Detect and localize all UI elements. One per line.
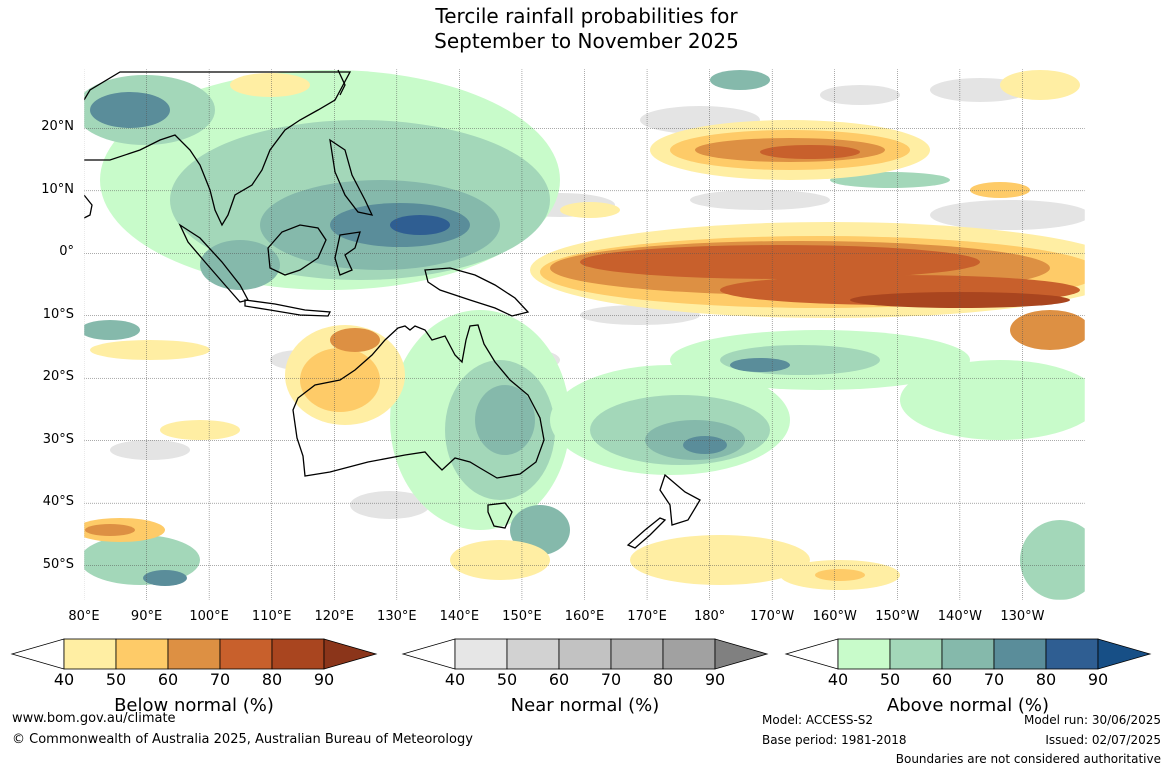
colorbar-segment — [63, 638, 117, 670]
below-normal-areas — [84, 70, 1085, 590]
colorbar-tick-label: 40 — [53, 670, 75, 689]
coastline-asia-mainland — [84, 71, 352, 227]
colorbar-segment — [271, 638, 325, 670]
longitude-tick-label: 100°E — [189, 609, 229, 624]
colorbar-tick-label: 60 — [548, 670, 570, 689]
longitude-tick-label: 150°W — [875, 609, 920, 624]
coastline-philippines — [329, 138, 374, 216]
colorbar-1 — [10, 638, 378, 670]
longitude-tick-label: 150°E — [502, 609, 542, 624]
longitude-tick-label: 90°E — [130, 609, 163, 624]
longitude-tick-label: 160°W — [812, 609, 857, 624]
coastline-tasmania — [487, 502, 513, 529]
colorbar-segment — [662, 638, 716, 670]
colorbar-tick-label: 70 — [209, 670, 231, 689]
coastline-new-zealand-south — [626, 517, 667, 549]
colorbar-tick-label: 90 — [313, 670, 335, 689]
colorbar-segment — [1045, 638, 1099, 670]
colorbar-segment — [219, 638, 273, 670]
longitude-tick-label: 180° — [693, 609, 726, 624]
footer-url[interactable]: www.bom.gov.au/climate — [12, 711, 176, 726]
coastline-sumatra — [178, 223, 249, 303]
colorbar-2 — [401, 638, 769, 670]
map-title: Tercile rainfall probabilities for Septe… — [0, 4, 1173, 54]
colorbar-tick-label: 80 — [652, 670, 674, 689]
longitude-tick-label: 130°E — [377, 609, 417, 624]
latitude-tick-label: 50°S — [42, 556, 74, 572]
colorbar-segment — [610, 638, 664, 670]
longitude-tick-label: 140°E — [439, 609, 480, 624]
colorbar-tick-label: 70 — [983, 670, 1005, 689]
colorbar-low-extension — [784, 638, 839, 670]
colorbar-low-extension — [401, 638, 456, 670]
longitude-tick-label: 110°E — [251, 609, 292, 624]
longitude-tick-label: 130°W — [1000, 609, 1045, 624]
colorbar-segment — [558, 638, 612, 670]
colorbar-tick-label: 40 — [827, 670, 849, 689]
map-frame — [83, 68, 1086, 601]
colorbar-tick-label: 90 — [1087, 670, 1109, 689]
coastline-borneo — [267, 224, 327, 276]
footer-issued: Issued: 02/07/2025 — [1045, 733, 1161, 747]
coastline-india-tip — [84, 194, 93, 219]
longitude-tick-label: 160°E — [564, 609, 605, 624]
colorbar-segment — [167, 638, 221, 670]
coastline-new-zealand-north — [659, 473, 701, 526]
probability-fields — [84, 70, 1085, 600]
footer-model-run: Model run: 30/06/2025 — [1023, 713, 1161, 727]
latitude-tick-label: 10°S — [42, 306, 74, 322]
coastlines — [84, 69, 701, 549]
latitude-tick-label: 40°S — [42, 494, 74, 510]
title-line-2: September to November 2025 — [434, 29, 739, 53]
footer-copyright: © Commonwealth of Australia 2025, Austra… — [12, 732, 473, 747]
colorbars — [10, 638, 1152, 670]
title-line-1: Tercile rainfall probabilities for — [435, 4, 738, 28]
footer-model: Model: ACCESS-S2 — [762, 713, 874, 727]
longitude-tick-label: 170°W — [750, 609, 795, 624]
longitude-tick-label: 140°W — [937, 609, 982, 624]
colorbar-tick-label: 40 — [444, 670, 466, 689]
colorbar-title: Near normal (%) — [510, 695, 660, 716]
colorbar-segment — [941, 638, 995, 670]
longitude-tick-label: 170°E — [627, 609, 667, 624]
coastline-australia — [292, 324, 545, 479]
colorbar-segment — [506, 638, 560, 670]
colorbar-title: Below normal (%) — [114, 695, 274, 716]
colorbar-high-extension — [1097, 638, 1152, 670]
colorbar-tick-label: 90 — [704, 670, 726, 689]
footer-base-period: Base period: 1981-2018 — [762, 733, 907, 747]
colorbar-tick-label: 70 — [600, 670, 622, 689]
colorbar-low-extension — [10, 638, 65, 670]
latitude-tick-label: 30°S — [42, 431, 74, 447]
colorbar-tick-label: 80 — [261, 670, 283, 689]
colorbar-tick-label: 50 — [496, 670, 518, 689]
colorbar-tick-label: 50 — [105, 670, 127, 689]
coastline-japan — [337, 69, 346, 96]
colorbar-title: Above normal (%) — [886, 695, 1050, 716]
colorbar-segment — [115, 638, 169, 670]
graticule — [84, 69, 1085, 600]
coastline-new-guinea — [424, 267, 530, 317]
latitude-tick-label: 20°S — [42, 369, 74, 385]
latitude-tick-label: 20°N — [41, 119, 74, 135]
colorbar-segment — [454, 638, 508, 670]
coastline-sulawesi — [334, 231, 361, 276]
colorbar-segment — [837, 638, 891, 670]
longitude-tick-label: 120°E — [314, 609, 355, 624]
coastline-java — [244, 299, 332, 317]
colorbar-high-extension — [714, 638, 769, 670]
colorbar-3 — [784, 638, 1152, 670]
latitude-tick-label: 10°N — [41, 181, 74, 197]
colorbar-segment — [993, 638, 1047, 670]
colorbar-high-extension — [323, 638, 378, 670]
longitude-tick-label: 80°E — [68, 609, 100, 624]
colorbar-tick-label: 60 — [157, 670, 179, 689]
colorbar-tick-label: 50 — [879, 670, 901, 689]
colorbar-tick-label: 60 — [931, 670, 953, 689]
colorbar-segment — [889, 638, 943, 670]
colorbar-tick-label: 80 — [1035, 670, 1057, 689]
footer-disclaimer: Boundaries are not considered authoritat… — [895, 752, 1161, 766]
latitude-tick-label: 0° — [59, 244, 74, 260]
